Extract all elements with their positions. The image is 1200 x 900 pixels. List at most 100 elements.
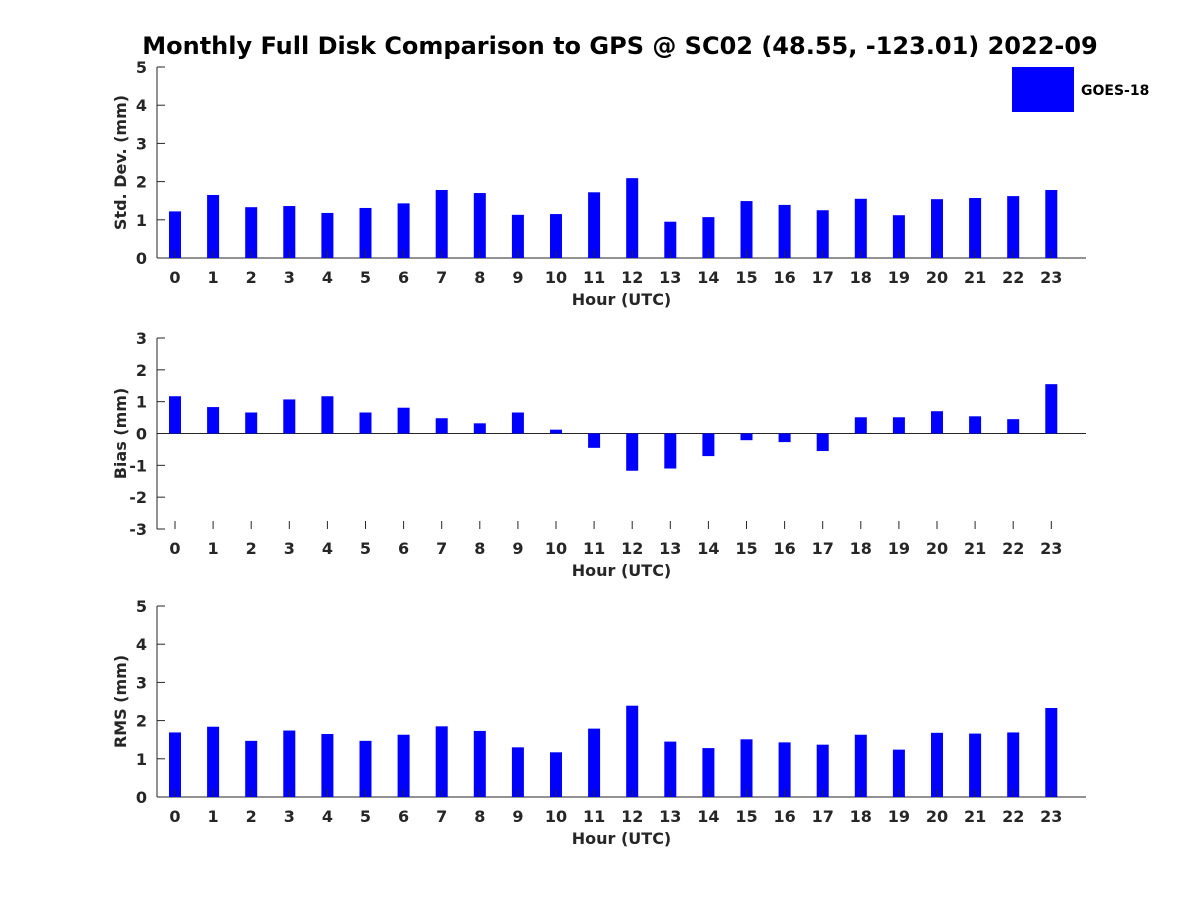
- y-tick-label: -3: [129, 520, 147, 539]
- x-tick-label: 2: [246, 539, 257, 558]
- x-tick-label: 22: [1002, 807, 1024, 826]
- x-tick-label: 8: [474, 539, 485, 558]
- bar: [511, 214, 524, 258]
- x-tick-label: 0: [169, 807, 180, 826]
- bar: [207, 194, 220, 258]
- bar: [550, 429, 562, 434]
- y-tick-label: 0: [136, 788, 147, 807]
- y-tick-label: 4: [136, 635, 147, 654]
- x-tick-label: 19: [888, 539, 910, 558]
- x-tick-label: 2: [246, 268, 257, 287]
- x-tick-label: 11: [583, 539, 605, 558]
- bar: [169, 396, 181, 434]
- x-tick-label: 9: [512, 268, 523, 287]
- x-tick-label: 8: [474, 807, 485, 826]
- bar: [740, 739, 753, 797]
- bar: [283, 399, 296, 434]
- x-tick-label: 13: [659, 539, 681, 558]
- x-tick-label: 14: [697, 268, 719, 287]
- x-tick-label: 18: [850, 807, 872, 826]
- y-tick-label: 5: [136, 58, 147, 77]
- y-tick-label: 4: [136, 96, 147, 115]
- x-tick-label: 5: [360, 539, 371, 558]
- y-tick-label: 3: [136, 134, 147, 153]
- legend-swatch: [1012, 67, 1074, 112]
- x-tick-label: 23: [1040, 539, 1062, 558]
- x-tick-label: 11: [583, 268, 605, 287]
- bar: [435, 190, 448, 258]
- bar: [702, 217, 715, 258]
- x-tick-label: 21: [964, 807, 986, 826]
- bar: [397, 203, 410, 258]
- x-tick-label: 22: [1002, 539, 1024, 558]
- x-tick-label: 19: [888, 807, 910, 826]
- x-tick-label: 3: [284, 539, 295, 558]
- x-tick-label: 12: [621, 539, 643, 558]
- legend-label: GOES-18: [1081, 83, 1149, 99]
- bar: [397, 407, 410, 434]
- y-tick-label: 1: [136, 211, 147, 230]
- x-tick-label: 21: [964, 539, 986, 558]
- x-tick-label: 23: [1040, 268, 1062, 287]
- x-tick-label: 7: [436, 539, 447, 558]
- bar: [473, 423, 486, 434]
- y-tick-label: -1: [129, 456, 147, 475]
- bar: [550, 214, 562, 258]
- bar: [664, 221, 677, 258]
- x-tick-label: 17: [812, 807, 834, 826]
- x-tick-label: 18: [850, 268, 872, 287]
- x-tick-label: 9: [512, 807, 523, 826]
- bar: [702, 748, 715, 797]
- bar: [245, 412, 258, 434]
- x-tick-label: 20: [926, 539, 948, 558]
- legend: GOES-18: [1012, 67, 1149, 112]
- y-tick-label: 0: [136, 425, 147, 444]
- bar: [207, 726, 220, 797]
- y-tick-label: 3: [136, 673, 147, 692]
- bar: [931, 411, 943, 434]
- x-tick-label: 3: [284, 268, 295, 287]
- bar: [778, 742, 791, 797]
- x-tick-label: 13: [659, 807, 681, 826]
- bar: [359, 740, 372, 797]
- x-tick-label: 1: [208, 539, 219, 558]
- x-tick-label: 22: [1002, 268, 1024, 287]
- bar: [892, 215, 905, 258]
- bar: [245, 740, 258, 797]
- bar: [588, 433, 601, 448]
- y-tick-label: 2: [136, 173, 147, 192]
- bar: [1007, 196, 1020, 258]
- bar: [626, 178, 639, 258]
- y-tick-label: 2: [136, 361, 147, 380]
- bar: [1045, 384, 1058, 434]
- x-tick-label: 15: [735, 807, 757, 826]
- bar: [892, 417, 905, 434]
- bar: [816, 744, 829, 797]
- bar: [435, 418, 448, 434]
- x-tick-label: 21: [964, 268, 986, 287]
- bar: [473, 193, 486, 258]
- x-tick-label: 4: [322, 539, 333, 558]
- x-tick-label: 16: [773, 807, 795, 826]
- bar: [854, 198, 867, 258]
- bar: [1045, 707, 1058, 797]
- bar: [854, 417, 867, 434]
- y-tick-label: -2: [129, 488, 147, 507]
- bar: [1045, 190, 1058, 258]
- x-tick-label: 17: [812, 539, 834, 558]
- x-tick-label: 10: [545, 807, 567, 826]
- x-tick-label: 20: [926, 807, 948, 826]
- x-tick-label: 2: [246, 807, 257, 826]
- bar: [931, 199, 943, 258]
- y-axis-label: Bias (mm): [111, 388, 130, 480]
- bar: [931, 732, 943, 797]
- y-tick-label: 3: [136, 329, 147, 348]
- bar: [664, 433, 677, 469]
- x-tick-label: 12: [621, 268, 643, 287]
- x-tick-label: 4: [322, 807, 333, 826]
- x-tick-label: 8: [474, 268, 485, 287]
- bar: [359, 412, 372, 434]
